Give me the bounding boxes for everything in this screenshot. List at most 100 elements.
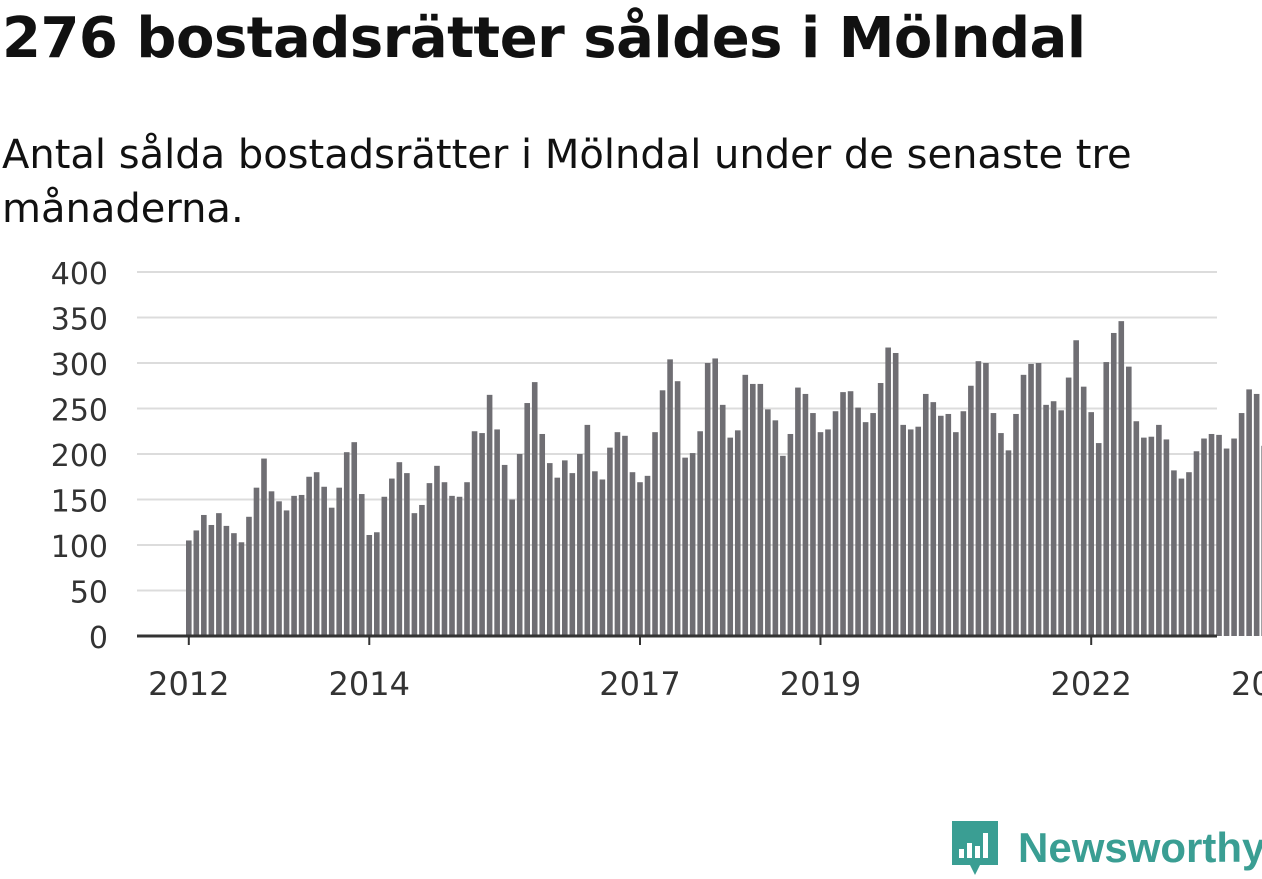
bar: [471, 431, 478, 636]
bar: [343, 452, 350, 636]
bar: [358, 494, 365, 636]
bar: [268, 491, 275, 636]
bar: [1073, 340, 1079, 636]
bar: [712, 358, 718, 636]
bar: [1020, 374, 1027, 636]
bar: [734, 430, 741, 636]
bar: [283, 510, 290, 636]
bar: [531, 382, 538, 636]
bar: [885, 347, 891, 636]
bar: [750, 383, 756, 636]
bar: [1223, 448, 1230, 636]
bar: [870, 413, 876, 636]
bar: [1035, 363, 1042, 636]
bar: [1208, 433, 1215, 636]
bar: [968, 385, 974, 636]
bar: [614, 432, 621, 636]
bar: [1118, 321, 1125, 636]
bar: [374, 532, 380, 636]
bar: [381, 496, 388, 636]
bar: [464, 482, 470, 636]
bar: [599, 479, 606, 636]
y-tick-label: 350: [51, 303, 108, 338]
bar: [652, 432, 658, 636]
bar: [1253, 393, 1260, 636]
bar: [516, 454, 523, 636]
bar: [637, 482, 643, 636]
bar: [1005, 450, 1012, 636]
bar: [509, 499, 515, 636]
bar: [1238, 413, 1245, 636]
bar: [366, 534, 373, 636]
bar: [1103, 362, 1110, 636]
bar: [246, 516, 252, 636]
y-tick-label: 50: [70, 576, 108, 611]
y-tick-label: 150: [51, 485, 108, 520]
bar: [1028, 363, 1034, 636]
bar: [276, 501, 282, 636]
bar: [1058, 410, 1064, 636]
bar: [486, 394, 493, 636]
bar: [855, 407, 861, 636]
bar: [953, 432, 959, 636]
bar: [892, 352, 899, 636]
bar: [539, 433, 546, 636]
bar: [328, 507, 335, 636]
bar: [938, 415, 944, 636]
bar: [817, 432, 824, 636]
bar: [1141, 437, 1147, 636]
bar: [238, 542, 245, 636]
bar: [682, 457, 688, 636]
bar: [1013, 413, 1019, 636]
newsworthy-logo-icon: [952, 821, 998, 875]
chart-title: 276 bostadsrätter såldes i Mölndal: [2, 6, 1086, 71]
bar: [577, 454, 583, 636]
bar: [1246, 389, 1252, 636]
x-tick-label: 2022: [1050, 665, 1131, 703]
bar: [479, 433, 485, 636]
bar: [674, 381, 681, 636]
bar: [261, 458, 267, 636]
bar: [1156, 424, 1162, 636]
bar: [253, 487, 260, 636]
bar: [298, 494, 305, 636]
bar: [389, 478, 395, 636]
bar: [426, 483, 433, 636]
x-tick-label: 2024: [1231, 665, 1262, 703]
bar: [434, 465, 440, 636]
bar: [201, 514, 207, 636]
bar: [780, 455, 786, 636]
bar: [1110, 332, 1117, 636]
bar: [456, 496, 463, 636]
bar: [765, 409, 771, 636]
bar: [1065, 377, 1072, 636]
bar: [877, 383, 884, 636]
y-tick-label: 250: [51, 394, 108, 429]
bar: [1186, 472, 1192, 636]
bar: [757, 383, 764, 636]
bar: [351, 442, 358, 636]
x-tick-label: 2012: [148, 665, 229, 703]
bar: [216, 513, 222, 636]
bar: [802, 393, 809, 636]
bar: [915, 426, 922, 636]
bar: [336, 487, 342, 636]
bar: [1178, 478, 1185, 636]
bar: [960, 411, 967, 636]
bar: [719, 404, 726, 636]
bar: [186, 540, 192, 636]
bar: [667, 359, 673, 636]
bar: [990, 413, 997, 636]
bar: [1171, 470, 1177, 636]
bar: [411, 513, 418, 636]
brand-logo: Newsworthy: [950, 818, 1262, 878]
bar: [1043, 404, 1049, 636]
bar: [787, 433, 794, 636]
bar: [622, 435, 628, 636]
bar: [449, 495, 455, 636]
bar: [659, 390, 666, 636]
bar: [1088, 412, 1094, 636]
bar: [592, 471, 598, 636]
bar: [1193, 451, 1200, 636]
